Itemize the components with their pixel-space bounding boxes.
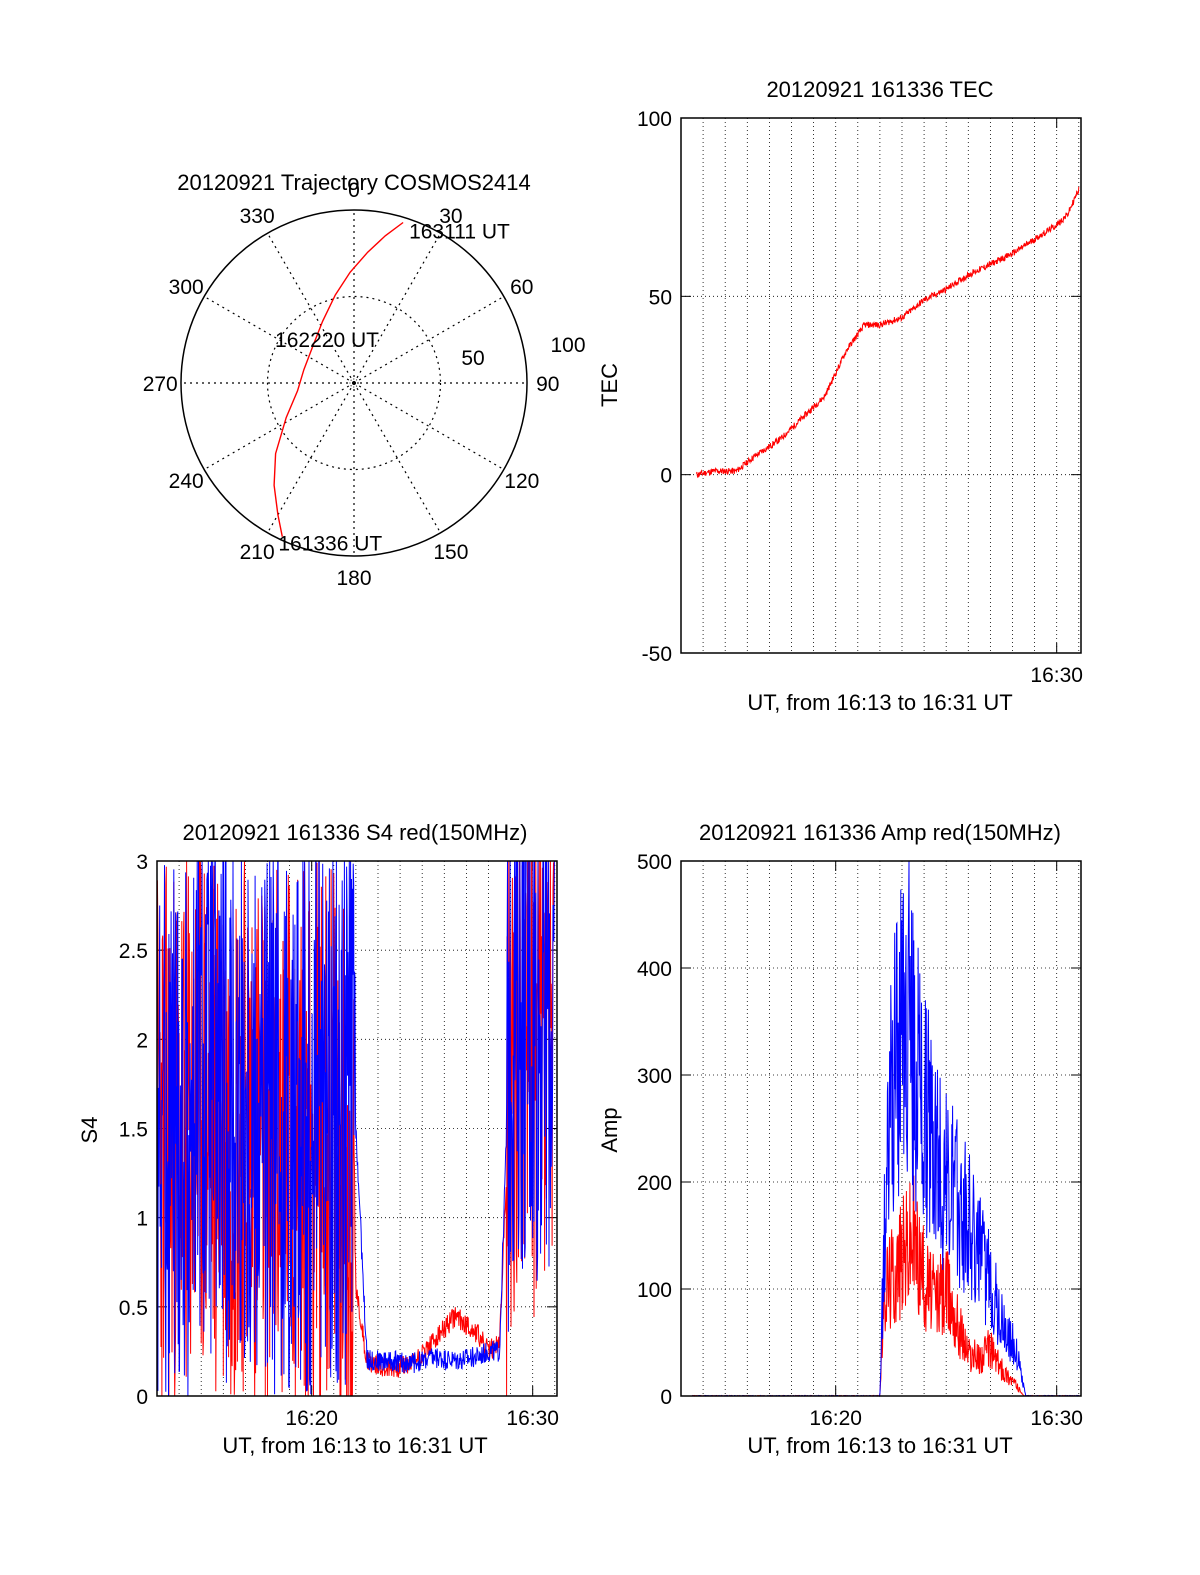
panel-title: 20120921 Trajectory COSMOS2414 [177, 170, 530, 195]
plot-frame [680, 860, 1082, 1397]
x-tick-label: 16:20 [809, 1407, 862, 1430]
y-tick-label: 1 [136, 1208, 148, 1231]
spoke-line [353, 382, 505, 471]
plot-area: 0 0.5 1 1.5 2 2.5 3 16:20 16:30 [119, 851, 559, 1430]
center-mark [349, 378, 359, 388]
spoke-line [353, 382, 442, 534]
azimuth-label: 0 [348, 179, 360, 202]
y-tick-label: 500 [637, 851, 672, 874]
y-tick-label: 0 [136, 1386, 148, 1409]
y-tick-label: 0 [660, 1386, 672, 1409]
inner-ring [266, 295, 442, 471]
plot-frame [680, 117, 1082, 654]
plot-area: 0 100 200 300 400 500 16:20 16:30 [637, 851, 1083, 1430]
series-line [696, 186, 1080, 479]
y-tick-label: 2.5 [119, 940, 148, 963]
azimuth-label: 150 [433, 541, 468, 564]
azimuth-label: 240 [169, 470, 204, 493]
y-tick-label: 1.5 [119, 1119, 148, 1142]
y-tick-label: -50 [642, 643, 672, 666]
radius-label: 50 [461, 347, 484, 370]
y-tick-label: 2 [136, 1029, 148, 1052]
y-axis-label: TEC [597, 363, 622, 407]
azimuth-label: 210 [240, 541, 275, 564]
plot-frame [156, 860, 558, 1397]
azimuth-label: 300 [169, 276, 204, 299]
azimuth-label: 270 [143, 373, 178, 396]
panel-amp: 20120921 161336 Amp red(150MHz) UT, from… [597, 820, 1083, 1458]
time-annotation: 163111 UT [409, 221, 510, 244]
azimuth-label: 120 [504, 470, 539, 493]
x-axis-label: UT, from 16:13 to 16:31 UT [747, 1433, 1012, 1458]
x-tick-label: 16:30 [506, 1407, 559, 1430]
polar-grid [180, 209, 528, 557]
panel-title: 20120921 161336 Amp red(150MHz) [699, 820, 1061, 845]
spoke-line [203, 382, 355, 471]
y-tick-label: 100 [637, 108, 672, 131]
x-tick-label: 16:20 [285, 1407, 338, 1430]
y-tick-label: 50 [649, 286, 672, 309]
y-tick-label: 3 [136, 851, 148, 874]
spoke-line [266, 232, 355, 384]
x-tick-label: 16:30 [1030, 1407, 1083, 1430]
y-tick-label: 300 [637, 1065, 672, 1088]
outer-ring [180, 209, 528, 557]
y-axis-label: Amp [597, 1107, 622, 1152]
azimuth-label: 30 [439, 205, 462, 228]
azimuth-label: 330 [240, 205, 275, 228]
y-tick-label: 0 [660, 465, 672, 488]
panel-s4: 20120921 161336 S4 red(150MHz) UT, from … [77, 820, 559, 1458]
x-tick-label: 16:30 [1030, 664, 1083, 687]
radius-label: 100 [550, 334, 585, 357]
spoke-line [353, 232, 442, 384]
series-line [156, 860, 555, 1397]
y-tick-label: 100 [637, 1279, 672, 1302]
spoke-line [353, 295, 505, 384]
trajectory-track [273, 221, 404, 537]
series-line [156, 860, 555, 1397]
x-axis-label: UT, from 16:13 to 16:31 UT [222, 1433, 487, 1458]
panel-title: 20120921 161336 TEC [766, 77, 993, 102]
spoke-line [203, 295, 355, 384]
y-tick-label: 0.5 [119, 1297, 148, 1320]
spoke-line [266, 382, 355, 534]
time-annotation: 161336 UT [278, 533, 382, 556]
azimuth-label: 60 [510, 276, 533, 299]
panel-tec: 20120921 161336 TEC UT, from 16:13 to 16… [597, 77, 1083, 715]
azimuth-label: 90 [536, 373, 559, 396]
trajectory-line [273, 221, 404, 537]
y-tick-label: 400 [637, 958, 672, 981]
plot-area: -50 0 50 100 16:30 [637, 108, 1083, 687]
panel-title: 20120921 161336 S4 red(150MHz) [183, 820, 528, 845]
azimuth-label: 180 [336, 567, 371, 590]
polar-labels: 0 30 60 90 120 150 180 210 240 270 300 330 50 100 1631… [143, 179, 586, 590]
y-axis-label: S4 [77, 1117, 102, 1144]
panel-trajectory: 20120921 Trajectory COSMOS2414 0 30 60 90 12… [143, 170, 586, 590]
time-annotation: 162220 UT [275, 329, 379, 352]
x-axis-label: UT, from 16:13 to 16:31 UT [747, 690, 1012, 715]
y-tick-label: 200 [637, 1172, 672, 1195]
